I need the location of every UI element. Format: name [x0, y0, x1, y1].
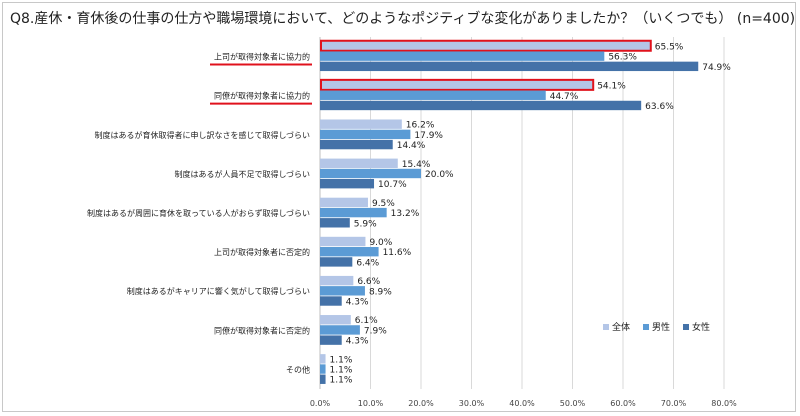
- bar-highlight-box: [320, 39, 652, 52]
- x-tick-label: 70.0%: [661, 399, 687, 408]
- data-label: 11.6%: [383, 248, 412, 258]
- bar-josei: [320, 100, 642, 111]
- bar-josei: [320, 218, 350, 228]
- bar-dansei: [320, 325, 360, 335]
- data-label: 16.2%: [406, 121, 435, 131]
- bar-zentai: [320, 354, 326, 364]
- bar-josei: [320, 296, 342, 306]
- bar-josei: [320, 335, 342, 345]
- legend-label: 女性: [692, 321, 710, 333]
- bar-dansei: [320, 364, 326, 374]
- category-label: その他: [286, 364, 310, 374]
- data-label: 7.9%: [364, 326, 387, 336]
- x-tick-label: 50.0%: [560, 399, 586, 408]
- category-label: 制度はあるがキャリアに響く気がして取得しづらい: [127, 286, 310, 296]
- bar-josei: [320, 257, 353, 267]
- bar-zentai: [320, 158, 398, 168]
- data-label: 1.1%: [330, 376, 353, 386]
- x-tick-label: 80.0%: [711, 399, 737, 408]
- bar-zentai: [320, 119, 402, 129]
- bar-josei: [320, 374, 326, 384]
- x-tick-label: 20.0%: [408, 399, 434, 408]
- data-label: 5.9%: [354, 219, 377, 229]
- data-label: 14.4%: [397, 141, 426, 151]
- data-label: 9.0%: [369, 238, 392, 248]
- category-label: 制度はあるが周囲に育休を取っている人がおらず取得しづらい: [87, 208, 310, 218]
- bar-dansei: [320, 129, 411, 140]
- bar-dansei: [320, 286, 365, 296]
- category-label: 制度はあるが育休取得者に申し訳なさを感じて取得しづらい: [94, 130, 310, 140]
- data-label: 54.1%: [597, 82, 626, 92]
- bar-zentai: [320, 41, 651, 51]
- bar-josei: [320, 139, 393, 150]
- data-label: 8.9%: [369, 287, 392, 297]
- bar-zentai: [320, 275, 354, 286]
- data-label: 63.6%: [645, 102, 674, 112]
- category-label: 上司が取得対象者に否定的: [214, 247, 310, 257]
- legend-swatch: [683, 324, 689, 330]
- bar-dansei: [320, 207, 387, 218]
- bar-dansei: [320, 168, 421, 179]
- data-label: 74.9%: [702, 63, 731, 73]
- x-tick-label: 40.0%: [509, 399, 535, 408]
- bar-josei: [320, 61, 699, 72]
- data-label: 65.5%: [655, 42, 684, 52]
- x-tick-label: 10.0%: [358, 399, 384, 408]
- legend-label: 男性: [652, 321, 670, 333]
- data-label: 6.1%: [355, 316, 378, 326]
- bar-zentai: [320, 197, 368, 208]
- data-label: 6.4%: [356, 258, 379, 268]
- bar-dansei: [320, 51, 605, 61]
- category-label: 制度はあるが人員不足で取得しづらい: [174, 169, 310, 179]
- legend-swatch: [643, 324, 649, 330]
- bar-zentai: [320, 315, 351, 325]
- bar-dansei: [320, 90, 546, 100]
- data-label: 1.1%: [330, 355, 353, 365]
- data-label: 20.0%: [425, 170, 454, 180]
- category-label: 同僚が取得対象者に否定的: [214, 325, 310, 335]
- x-tick-label: 60.0%: [610, 399, 636, 408]
- data-label: 4.3%: [346, 298, 369, 308]
- data-label: 6.6%: [357, 277, 380, 287]
- category-label: 同僚が取得対象者に協力的: [214, 91, 310, 101]
- data-label: 13.2%: [391, 209, 420, 219]
- x-tick-label: 30.0%: [459, 399, 485, 408]
- data-label: 1.1%: [330, 366, 353, 376]
- data-label: 9.5%: [372, 199, 395, 209]
- data-label: 10.7%: [378, 180, 407, 190]
- bar-dansei: [320, 247, 379, 257]
- chart-title: Q8.産休・育休後の仕事の仕方や職場環境において、どのようなポジティブな変化があ…: [10, 11, 796, 27]
- data-label: 15.4%: [402, 160, 431, 170]
- legend-swatch: [603, 324, 609, 330]
- data-label: 44.7%: [550, 92, 579, 102]
- data-label: 56.3%: [608, 53, 637, 63]
- bar-zentai: [320, 236, 366, 247]
- x-tick-label: 0.0%: [310, 399, 331, 408]
- bar-highlight-box: [320, 78, 595, 91]
- legend-label: 全体: [612, 321, 630, 333]
- bar-zentai: [320, 80, 594, 90]
- data-label: 17.9%: [414, 131, 443, 141]
- category-label: 上司が取得対象者に協力的: [214, 52, 310, 62]
- bar-josei: [320, 178, 375, 189]
- data-label: 4.3%: [346, 337, 369, 347]
